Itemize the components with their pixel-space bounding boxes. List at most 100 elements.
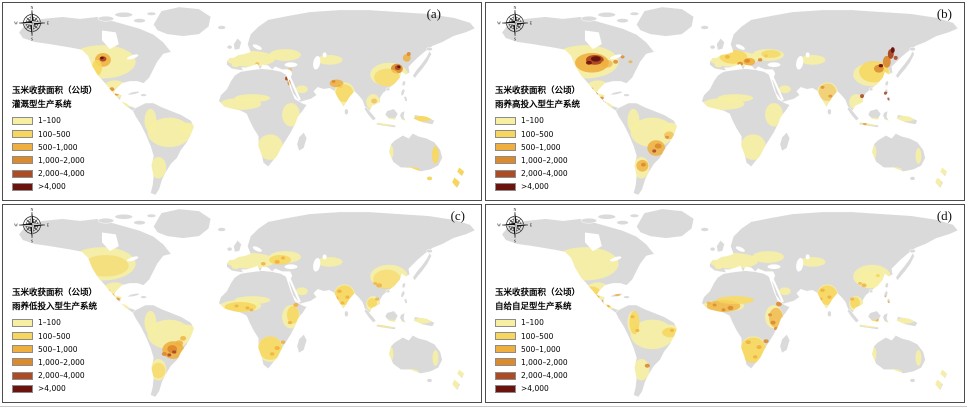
svg-text:W: W [14, 223, 18, 228]
legend-item-label: >4,000 [521, 384, 549, 394]
legend-item-label: 2,000–4,000 [38, 169, 85, 179]
map-panel-a: N E S W (a) 玉米收获面积（公顷） 灌溉型生产系统 1–100 100–50… [2, 2, 482, 201]
legend-item: 500–1,000 [495, 345, 580, 354]
legend-swatch [495, 345, 516, 354]
legend-item: >4,000 [495, 182, 580, 191]
legend-subtitle: 灌溉型生产系统 [12, 99, 72, 110]
legend-item-label: 1,000–2,000 [521, 357, 568, 367]
map-panel-c: N E S W (c) 玉米收获面积（公顷） 雨养低投入型生产系统 1–100 100… [2, 204, 482, 403]
compass-rose-icon: N E S W [14, 207, 50, 243]
legend-item: 500–1,000 [12, 345, 97, 354]
legend-item: 1,000–2,000 [495, 358, 580, 367]
legend-item-label: 1,000–2,000 [38, 155, 85, 165]
legend-swatch [495, 371, 516, 380]
svg-text:E: E [47, 21, 50, 26]
legend-swatch [12, 384, 33, 393]
legend-title: 玉米收获面积（公顷） [12, 288, 98, 298]
legend-item: 1,000–2,000 [12, 156, 97, 165]
legend-item: 500–1,000 [495, 143, 580, 152]
legend-item-label: 2,000–4,000 [521, 371, 568, 381]
legend-subtitle: 雨养高投入型生产系统 [495, 99, 581, 110]
legend-item-label: 2,000–4,000 [38, 371, 85, 381]
legend-item: 500–1,000 [12, 143, 97, 152]
legend-swatch [12, 156, 33, 165]
legend-item-label: 100–500 [38, 331, 71, 341]
legend-item-label: >4,000 [38, 384, 66, 394]
legend-item-label: 1–100 [521, 116, 544, 126]
legend-swatch [12, 143, 33, 152]
legend-item-label: >4,000 [521, 182, 549, 192]
legend-item: 2,000–4,000 [12, 371, 97, 380]
legend-swatch [12, 371, 33, 380]
svg-text:E: E [47, 223, 50, 228]
svg-text:N: N [31, 5, 34, 10]
world-map-c [3, 205, 481, 402]
legend-subtitle: 雨养低投入型生产系统 [12, 301, 98, 312]
legend-title: 玉米收获面积（公顷） [495, 288, 581, 298]
svg-text:W: W [497, 21, 501, 26]
legend-swatch [12, 345, 33, 354]
legend-swatch [495, 143, 516, 152]
legend-item: 1,000–2,000 [12, 358, 97, 367]
legend-swatch [495, 358, 516, 367]
legend-d: 玉米收获面积（公顷） 自给自足型生产系统 1–100 100–500 500–1… [495, 287, 580, 393]
map-panel-d: N E S W (d) 玉米收获面积（公顷） 自给自足型生产系统 1–100 100–… [485, 204, 965, 403]
legend-subtitle: 自给自足型生产系统 [495, 301, 572, 312]
panel-label-c: (c) [450, 208, 465, 223]
legend-swatch [495, 156, 516, 165]
legend-b: 玉米收获面积（公顷） 雨养高投入型生产系统 1–100 100–500 500–… [495, 85, 580, 191]
legend-title: 玉米收获面积（公顷） [495, 86, 581, 96]
compass-rose-icon: N E S W [14, 5, 50, 41]
legend-swatch [12, 169, 33, 178]
legend-item: 1–100 [12, 116, 97, 125]
legend-item: 100–500 [495, 130, 580, 139]
legend-item: >4,000 [495, 384, 580, 393]
svg-text:W: W [14, 21, 18, 26]
legend-swatch [495, 384, 516, 393]
panel-label-a: (a) [426, 6, 441, 21]
legend-item-label: >4,000 [38, 182, 66, 192]
legend-swatch [12, 332, 33, 341]
legend-item-label: 1–100 [38, 116, 61, 126]
svg-text:N: N [31, 207, 34, 212]
legend-swatch [12, 358, 33, 367]
panel-label-d: (d) [936, 208, 952, 223]
legend-item-label: 2,000–4,000 [521, 169, 568, 179]
svg-text:N: N [514, 5, 517, 10]
legend-item-label: 1,000–2,000 [521, 155, 568, 165]
svg-text:W: W [497, 223, 501, 228]
svg-text:S: S [31, 239, 33, 244]
legend-item-label: 100–500 [38, 129, 71, 139]
world-map-d [486, 205, 964, 402]
legend-swatch [495, 130, 516, 139]
legend-swatch [495, 169, 516, 178]
legend-swatch [495, 116, 516, 125]
legend-item: 2,000–4,000 [495, 169, 580, 178]
legend-item-label: 100–500 [521, 129, 554, 139]
legend-swatch [495, 182, 516, 191]
panel-label-b: (b) [936, 6, 952, 21]
legend-item: 100–500 [12, 130, 97, 139]
legend-item: 2,000–4,000 [495, 371, 580, 380]
legend-item-label: 100–500 [521, 331, 554, 341]
legend-item-label: 500–1,000 [521, 142, 561, 152]
legend-item: >4,000 [12, 384, 97, 393]
svg-text:S: S [514, 37, 516, 42]
legend-item-label: 500–1,000 [521, 344, 561, 354]
legend-item: 100–500 [12, 332, 97, 341]
svg-text:N: N [514, 207, 517, 212]
legend-swatch [495, 332, 516, 341]
legend-c: 玉米收获面积（公顷） 雨养低投入型生产系统 1–100 100–500 500–… [12, 287, 97, 393]
legend-item: 2,000–4,000 [12, 169, 97, 178]
legend-item: 1,000–2,000 [495, 156, 580, 165]
legend-item: 1–100 [495, 116, 580, 125]
world-map-b [486, 3, 964, 200]
legend-swatch [495, 318, 516, 327]
map-panel-b: N E S W (b) 玉米收获面积（公顷） 雨养高投入型生产系统 1–100 100… [485, 2, 965, 201]
legend-a: 玉米收获面积（公顷） 灌溉型生产系统 1–100 100–500 500–1,0… [12, 85, 97, 191]
legend-item-label: 1–100 [38, 318, 61, 328]
world-map-a [3, 3, 481, 200]
legend-item: >4,000 [12, 182, 97, 191]
legend-item: 1–100 [495, 318, 580, 327]
